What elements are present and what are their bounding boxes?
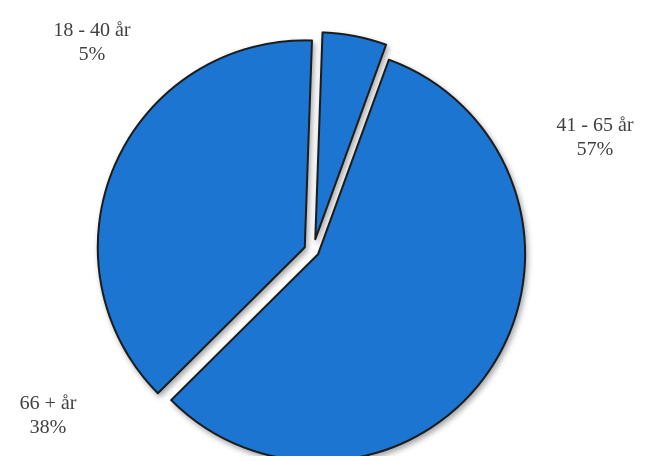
pie-slice-41-65-r <box>170 58 527 461</box>
pie-slice-66-r <box>96 39 313 395</box>
slice-label-category: 18 - 40 år <box>53 19 131 41</box>
slice-label-value: 57% <box>577 138 614 160</box>
slices-layer <box>96 31 527 461</box>
slice-label-category: 66 + år <box>20 392 77 414</box>
slice-label-category: 41 - 65 år <box>556 114 634 136</box>
pie-slice-18-40-r <box>314 31 388 241</box>
slice-label-value: 38% <box>30 416 67 438</box>
slice-label-value: 5% <box>79 43 106 65</box>
